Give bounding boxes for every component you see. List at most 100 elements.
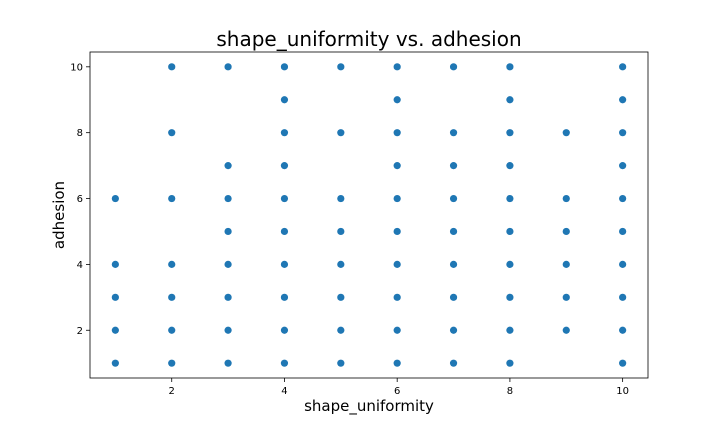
- data-point: [111, 293, 119, 301]
- data-point: [280, 194, 289, 203]
- data-point: [393, 194, 401, 203]
- data-point: [111, 260, 119, 268]
- data-point: [506, 359, 514, 367]
- data-point: [111, 359, 119, 367]
- data-point: [280, 129, 289, 137]
- data-point: [168, 63, 176, 71]
- data-point: [562, 227, 570, 236]
- data-point: [449, 129, 458, 137]
- y-tick-label: 6: [77, 194, 83, 205]
- y-tick-label: 4: [77, 260, 83, 271]
- x-tick-label: 6: [394, 386, 400, 397]
- data-point: [619, 326, 627, 334]
- data-point: [506, 96, 514, 104]
- data-point: [224, 359, 232, 367]
- data-point: [337, 326, 345, 334]
- data-point: [111, 194, 119, 203]
- plot-area-frame: [89, 51, 649, 379]
- data-point: [562, 293, 570, 301]
- data-point: [393, 260, 401, 268]
- data-point: [280, 96, 289, 104]
- data-point: [506, 293, 514, 301]
- data-point: [619, 129, 627, 137]
- data-point: [393, 129, 401, 137]
- x-axis-ticks: 2 4 6 8 10: [169, 378, 629, 397]
- data-point: [506, 326, 514, 334]
- data-point: [280, 63, 289, 71]
- data-point: [393, 96, 401, 104]
- data-point: [619, 260, 627, 268]
- data-point: [562, 129, 570, 137]
- data-point: [393, 162, 401, 170]
- data-point: [449, 359, 458, 367]
- x-tick-label: 10: [616, 386, 629, 397]
- data-point: [449, 194, 458, 203]
- data-point: [619, 162, 627, 170]
- data-point: [619, 359, 627, 367]
- data-point: [280, 162, 289, 170]
- data-point: [280, 293, 289, 301]
- data-point: [224, 293, 232, 301]
- data-point: [619, 63, 627, 71]
- data-point: [337, 194, 345, 203]
- data-point: [280, 359, 289, 367]
- data-point: [224, 326, 232, 334]
- data-points: [111, 63, 627, 367]
- data-point: [449, 227, 458, 236]
- data-point: [506, 162, 514, 170]
- data-point: [449, 260, 458, 268]
- data-point: [168, 293, 176, 301]
- data-point: [111, 326, 119, 334]
- y-axis-label: adhesion: [50, 181, 68, 249]
- data-point: [393, 359, 401, 367]
- data-point: [619, 293, 627, 301]
- data-point: [168, 359, 176, 367]
- data-point: [506, 260, 514, 268]
- data-point: [393, 63, 401, 71]
- y-tick-label: 2: [77, 326, 83, 337]
- data-point: [506, 63, 514, 71]
- chart-title: shape_uniformity vs. adhesion: [216, 27, 521, 51]
- data-point: [168, 260, 176, 268]
- data-point: [168, 194, 176, 203]
- data-point: [337, 129, 345, 137]
- data-point: [224, 260, 232, 268]
- data-point: [393, 326, 401, 334]
- data-point: [280, 260, 289, 268]
- data-point: [280, 227, 289, 236]
- data-point: [168, 326, 176, 334]
- x-tick-label: 8: [507, 386, 513, 397]
- data-point: [224, 63, 232, 71]
- x-axis-label: shape_uniformity: [304, 397, 434, 416]
- data-point: [393, 227, 401, 236]
- data-point: [337, 359, 345, 367]
- data-point: [393, 293, 401, 301]
- data-point: [280, 326, 289, 334]
- data-point: [619, 96, 627, 104]
- data-point: [506, 194, 514, 203]
- y-tick-label: 10: [70, 62, 83, 73]
- data-point: [506, 129, 514, 137]
- y-axis-ticks: 2 4 6 8 10: [70, 62, 90, 337]
- y-tick-label: 8: [77, 128, 83, 139]
- data-point: [224, 194, 232, 203]
- data-point: [337, 260, 345, 268]
- data-point: [224, 162, 232, 170]
- data-point: [449, 162, 458, 170]
- x-tick-label: 4: [281, 386, 287, 397]
- data-point: [562, 194, 570, 203]
- data-point: [619, 227, 627, 236]
- data-point: [506, 227, 514, 236]
- data-point: [449, 293, 458, 301]
- data-point: [449, 326, 458, 334]
- data-point: [337, 293, 345, 301]
- data-point: [449, 63, 458, 71]
- data-point: [562, 326, 570, 334]
- x-tick-label: 2: [169, 386, 175, 397]
- data-point: [168, 129, 176, 137]
- data-point: [224, 227, 232, 236]
- data-point: [337, 227, 345, 236]
- data-point: [337, 63, 345, 71]
- data-point: [562, 260, 570, 268]
- data-point: [619, 194, 627, 203]
